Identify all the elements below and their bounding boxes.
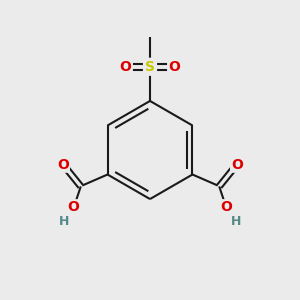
Text: H: H — [59, 215, 70, 228]
Text: O: O — [168, 60, 180, 74]
Text: O: O — [120, 60, 132, 74]
Text: O: O — [68, 200, 79, 214]
Text: S: S — [145, 60, 155, 74]
Text: O: O — [57, 158, 69, 172]
Text: H: H — [230, 215, 241, 228]
Text: O: O — [221, 200, 232, 214]
Text: O: O — [231, 158, 243, 172]
